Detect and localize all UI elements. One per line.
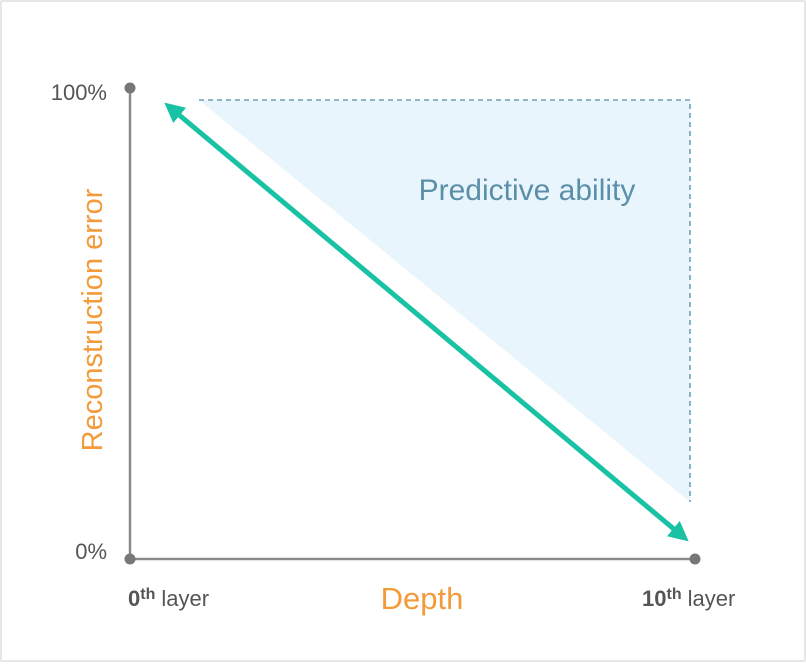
x-tick-left-suffix: th (140, 586, 155, 603)
y-axis-top-dot (124, 82, 136, 94)
y-axis-label: Reconstruction error (77, 188, 109, 451)
x-tick-right-label: 10th layer (642, 586, 735, 611)
predictive-ability-region (199, 100, 690, 502)
y-tick-top-label: 100% (51, 80, 107, 105)
x-tick-right-number: 10 (642, 586, 666, 611)
origin-dot (124, 553, 136, 565)
predictive-ability-boundary (199, 99, 691, 502)
x-tick-left-label: 0th layer (128, 586, 209, 611)
predictive-ability-label: Predictive ability (419, 174, 636, 207)
x-tick-left-word: layer (161, 586, 209, 611)
y-tick-bottom-label: 0% (75, 539, 107, 564)
reconstruction-error-arrow (164, 102, 689, 542)
x-tick-left-number: 0 (128, 586, 140, 611)
x-axis-label: Depth (381, 581, 464, 616)
x-tick-right-suffix: th (666, 586, 681, 603)
x-tick-right-word: layer (688, 586, 736, 611)
x-axis-end-dot (689, 553, 701, 565)
